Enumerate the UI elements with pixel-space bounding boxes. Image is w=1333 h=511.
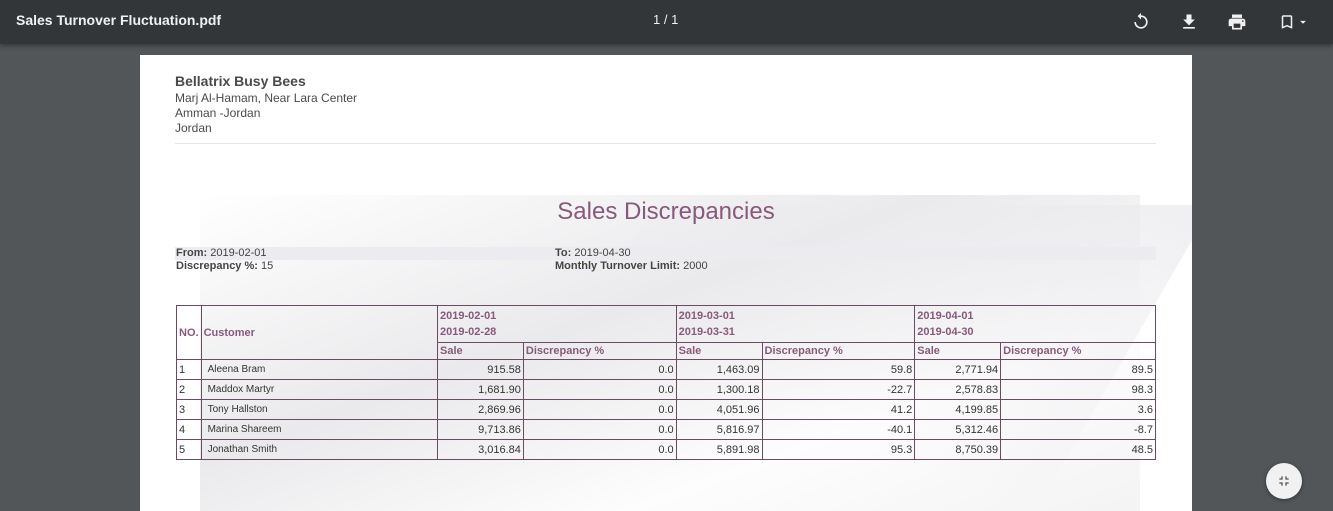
sale-value: 3,016.84: [437, 439, 524, 460]
discrepancy-value: 0.0: [522, 359, 677, 380]
table-row: 1 Aleena Bram 915.58 0.0 1,463.09 59.8 2,771.9…: [176, 359, 1156, 380]
subheader-discrepancy: Discrepancy %: [522, 342, 677, 360]
sale-value: 5,891.98: [675, 439, 763, 460]
print-icon: [1228, 14, 1246, 30]
sale-value: 5,312.46: [914, 419, 1002, 440]
pdf-toolbar: Sales Turnover Fluctuation.pdf 1 / 1: [0, 0, 1333, 44]
company-name: Bellatrix Busy Bees: [175, 73, 306, 89]
sale-value: 1,681.90: [437, 379, 524, 400]
customer-name: Aleena Bram: [200, 359, 439, 380]
row-number: 4: [176, 419, 202, 440]
row-number: 3: [176, 399, 202, 420]
table-row: 5 Jonathan Smith 3,016.84 0.0 5,891.98 95.3 8,…: [176, 439, 1156, 460]
customer-name: Marina Shareem: [200, 419, 439, 440]
column-header-customer: Customer: [200, 305, 439, 360]
rotate-button[interactable]: [1127, 8, 1155, 36]
discrepancy-value: 0.0: [522, 379, 677, 400]
discrepancy-table: NO. Customer 2019-02-01 2019-02-28 2019-…: [176, 305, 1156, 460]
discrepancy-value: 41.2: [761, 399, 916, 420]
address-line: Marj Al-Hamam, Near Lara Center: [175, 91, 358, 105]
discrepancy-value: 0.0: [522, 399, 677, 420]
to-label: To:: [555, 247, 572, 259]
sale-value: 4,199.85: [914, 399, 1002, 420]
sale-value: 8,750.39: [914, 439, 1002, 460]
pdf-page: Bellatrix Busy Bees Marj Al-Hamam, Near …: [140, 55, 1192, 511]
discrepancy-value: 15: [261, 260, 274, 272]
sale-value: 1,463.09: [675, 359, 763, 380]
download-icon: [1183, 14, 1195, 29]
discrepancy-value: 89.5: [1000, 359, 1156, 380]
from-label: From:: [176, 247, 208, 259]
sale-value: 2,869.96: [437, 399, 524, 420]
discrepancy-value: 0.0: [522, 419, 677, 440]
print-button[interactable]: [1223, 8, 1251, 36]
subheader-discrepancy: Discrepancy %: [1000, 342, 1156, 360]
turnover-limit-value: 2000: [683, 260, 708, 272]
sale-value: 2,771.94: [914, 359, 1002, 380]
report-title: Sales Discrepancies: [557, 198, 775, 225]
from-value: 2019-02-01: [210, 247, 267, 259]
discrepancy-value: 95.3: [761, 439, 916, 460]
discrepancy-value: -40.1: [761, 419, 916, 440]
discrepancy-value: -22.7: [761, 379, 916, 400]
subheader-sale: Sale: [437, 342, 524, 360]
address-line: Jordan: [175, 121, 212, 135]
sale-value: 4,051.96: [675, 399, 763, 420]
column-header-no: NO.: [176, 305, 202, 360]
subheader-discrepancy: Discrepancy %: [761, 342, 916, 360]
download-button[interactable]: [1175, 8, 1203, 36]
page-indicator: 1 / 1: [653, 12, 679, 27]
table-row: 2 Maddox Martyr 1,681.90 0.0 1,300.18 -22.7 2,…: [176, 379, 1156, 400]
document-title: Sales Turnover Fluctuation.pdf: [16, 12, 222, 28]
subheader-sale: Sale: [914, 342, 1002, 360]
period-header: 2019-04-01 2019-04-30: [914, 305, 1156, 343]
turnover-limit-label: Monthly Turnover Limit:: [555, 260, 681, 272]
table-row: 3 Tony Hallston 2,869.96 0.0 4,051.96 41.2 4,1…: [176, 399, 1156, 420]
discrepancy-value: 98.3: [1000, 379, 1156, 400]
period-header: 2019-03-01 2019-03-31: [675, 305, 916, 343]
row-number: 5: [176, 439, 202, 460]
sale-value: 1,300.18: [675, 379, 763, 400]
discrepancy-label: Discrepancy %:: [176, 260, 258, 272]
table-row: 4 Marina Shareem 9,713.86 0.0 5,816.97 -40.1 5…: [176, 419, 1156, 440]
discrepancy-value: 3.6: [1000, 399, 1156, 420]
row-number: 1: [176, 359, 202, 380]
collapse-icon: [1279, 476, 1289, 486]
header-divider: [175, 143, 1156, 144]
company-header: Bellatrix Busy Bees Marj Al-Hamam, Near …: [175, 73, 357, 136]
bookmark-icon: [1281, 15, 1293, 29]
subheader-sale: Sale: [675, 342, 763, 360]
sale-value: 5,816.97: [675, 419, 763, 440]
row-number: 2: [176, 379, 202, 400]
sale-value: 915.58: [437, 359, 524, 380]
report-parameters: From: 2019-02-01 To: 2019-04-30 Discrepa…: [175, 247, 1156, 273]
customer-name: Jonathan Smith: [200, 439, 439, 460]
period-header: 2019-02-01 2019-02-28: [437, 305, 677, 343]
discrepancy-value: 48.5: [1000, 439, 1156, 460]
rotate-icon: [1134, 12, 1148, 29]
discrepancy-value: 0.0: [522, 439, 677, 460]
bookmark-button[interactable]: [1272, 8, 1316, 36]
sale-value: 2,578.83: [914, 379, 1002, 400]
chevron-down-icon: [1300, 20, 1306, 24]
to-value: 2019-04-30: [574, 247, 631, 259]
discrepancy-value: -8.7: [1000, 419, 1156, 440]
customer-name: Tony Hallston: [200, 399, 439, 420]
sale-value: 9,713.86: [437, 419, 524, 440]
address-line: Amman -Jordan: [175, 106, 261, 120]
customer-name: Maddox Martyr: [200, 379, 439, 400]
fit-page-button[interactable]: [1266, 463, 1302, 499]
discrepancy-value: 59.8: [761, 359, 916, 380]
